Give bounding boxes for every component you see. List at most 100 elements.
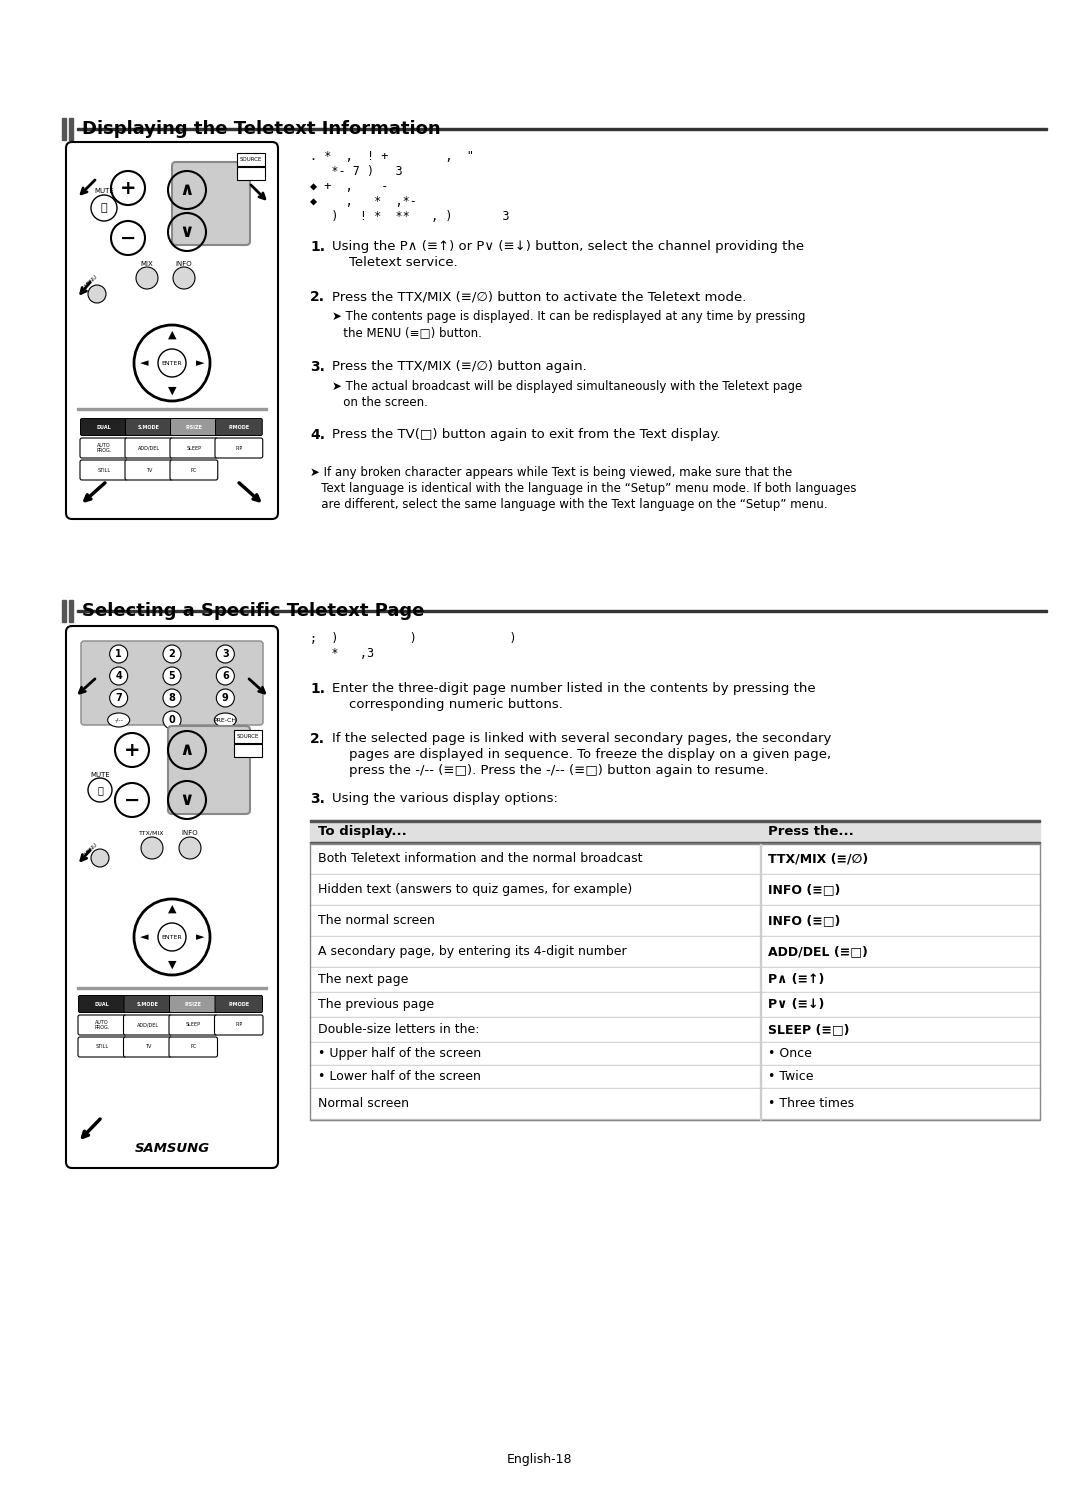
Text: +: + [120, 178, 136, 198]
Circle shape [110, 690, 127, 708]
FancyBboxPatch shape [125, 460, 173, 480]
Text: TV: TV [145, 1045, 151, 1049]
Text: ◆ +  ,    -: ◆ + , - [310, 180, 389, 193]
Text: 8: 8 [168, 693, 175, 703]
Text: 🔇: 🔇 [100, 202, 107, 213]
Text: 7: 7 [116, 693, 122, 703]
Circle shape [110, 645, 127, 663]
Circle shape [114, 733, 149, 767]
FancyBboxPatch shape [78, 1015, 126, 1034]
Bar [77, 408, 267, 409]
Text: MUTE: MUTE [94, 187, 113, 193]
Text: ADD/DEL: ADD/DEL [138, 445, 160, 451]
Text: MENU: MENU [84, 274, 99, 289]
Text: . *  ,  ! +        ,  ": . * , ! + , " [310, 150, 474, 163]
Text: 2.: 2. [310, 732, 325, 747]
Bar [310, 844, 1040, 874]
Circle shape [163, 667, 181, 685]
Text: ►: ► [195, 932, 204, 941]
Text: SLEEP (≡□): SLEEP (≡□) [768, 1022, 850, 1036]
Text: MIX: MIX [140, 261, 153, 267]
Text: Hidden text (answers to quiz games, for example): Hidden text (answers to quiz games, for … [318, 883, 632, 896]
Bar [237, 153, 265, 166]
Text: 3: 3 [222, 649, 229, 660]
Text: Enter the three-digit page number listed in the contents by pressing the: Enter the three-digit page number listed… [332, 682, 815, 696]
FancyBboxPatch shape [170, 438, 218, 459]
FancyBboxPatch shape [125, 418, 172, 436]
Text: 6: 6 [222, 672, 229, 681]
FancyBboxPatch shape [170, 995, 217, 1012]
Text: the MENU (≡□) button.: the MENU (≡□) button. [332, 325, 482, 339]
Circle shape [216, 690, 234, 708]
Text: 0: 0 [168, 715, 175, 726]
Text: pages are displayed in sequence. To freeze the display on a given page,: pages are displayed in sequence. To free… [332, 748, 832, 761]
Text: The next page: The next page [318, 973, 408, 986]
FancyBboxPatch shape [215, 1015, 264, 1034]
Text: ∨: ∨ [179, 791, 194, 809]
Text: SLEEP: SLEEP [186, 1022, 201, 1027]
Text: ◄: ◄ [139, 358, 148, 367]
Text: Text language is identical with the language in the “Setup” menu mode. If both l: Text language is identical with the lang… [310, 483, 856, 495]
Text: • Lower half of the screen: • Lower half of the screen [318, 1070, 481, 1082]
Text: 4: 4 [116, 672, 122, 681]
Circle shape [163, 711, 181, 729]
Text: P.MODE: P.MODE [228, 424, 249, 430]
Bar [77, 986, 267, 988]
Bar [77, 129, 1047, 130]
Text: 4.: 4. [310, 429, 325, 442]
Text: P∧ (≡↑): P∧ (≡↑) [768, 973, 824, 986]
FancyBboxPatch shape [170, 460, 218, 480]
FancyBboxPatch shape [215, 438, 262, 459]
Circle shape [216, 667, 234, 685]
Text: ►: ► [195, 358, 204, 367]
Text: Normal screen: Normal screen [318, 1097, 409, 1109]
FancyBboxPatch shape [168, 1037, 217, 1057]
Bar [69, 600, 73, 622]
Bar [310, 1088, 1040, 1118]
Text: Displaying the Teletext Information: Displaying the Teletext Information [82, 120, 441, 138]
Bar [310, 842, 1040, 844]
Text: press the -/-- (≡□). Press the -/-- (≡□) button again to resume.: press the -/-- (≡□). Press the -/-- (≡□)… [332, 764, 769, 776]
Text: )   ! *  **   , )       3: ) ! * ** , ) 3 [310, 210, 510, 223]
Text: +: + [124, 741, 140, 760]
Circle shape [111, 220, 145, 255]
Text: ▲: ▲ [167, 330, 176, 340]
Text: P∨ (≡↓): P∨ (≡↓) [768, 998, 824, 1010]
Text: A secondary page, by entering its 4-digit number: A secondary page, by entering its 4-digi… [318, 944, 626, 958]
Text: MENU: MENU [84, 842, 99, 857]
Bar [310, 820, 1040, 821]
Bar [310, 905, 1040, 935]
Text: • Upper half of the screen: • Upper half of the screen [318, 1046, 481, 1060]
Circle shape [87, 285, 106, 303]
Bar [310, 992, 1040, 1016]
Text: SLEEP: SLEEP [187, 445, 201, 451]
Text: Press the TTX/MIX (≡/∅) button again.: Press the TTX/MIX (≡/∅) button again. [332, 360, 586, 373]
Text: Press the TV(□) button again to exit from the Text display.: Press the TV(□) button again to exit fro… [332, 429, 720, 441]
Text: ▼: ▼ [167, 959, 176, 970]
Text: ➤ The actual broadcast will be displayed simultaneously with the Teletext page: ➤ The actual broadcast will be displayed… [332, 381, 802, 393]
Text: INFO (≡□): INFO (≡□) [768, 883, 840, 896]
Text: • Three times: • Three times [768, 1097, 854, 1109]
Text: 3.: 3. [310, 360, 325, 373]
FancyBboxPatch shape [124, 995, 172, 1012]
Text: 5: 5 [168, 672, 175, 681]
FancyBboxPatch shape [66, 142, 278, 519]
Circle shape [136, 267, 158, 289]
Text: SOURCE: SOURCE [237, 733, 259, 739]
Text: ∧: ∧ [179, 181, 194, 199]
Text: STILL: STILL [97, 468, 110, 472]
Text: S.MODE: S.MODE [137, 1001, 159, 1006]
Bar [310, 967, 1040, 991]
Text: 1.: 1. [310, 682, 325, 696]
Text: PC: PC [191, 468, 197, 472]
Bar [310, 874, 1040, 904]
FancyBboxPatch shape [125, 438, 173, 459]
Text: -/--: -/-- [114, 718, 123, 723]
Bar [62, 600, 66, 622]
Bar [62, 118, 66, 139]
Text: 1.: 1. [310, 240, 325, 253]
Circle shape [91, 848, 109, 866]
Text: Double-size letters in the:: Double-size letters in the: [318, 1022, 480, 1036]
Text: To display...: To display... [318, 824, 407, 838]
Text: TTX/MIX: TTX/MIX [139, 830, 165, 835]
